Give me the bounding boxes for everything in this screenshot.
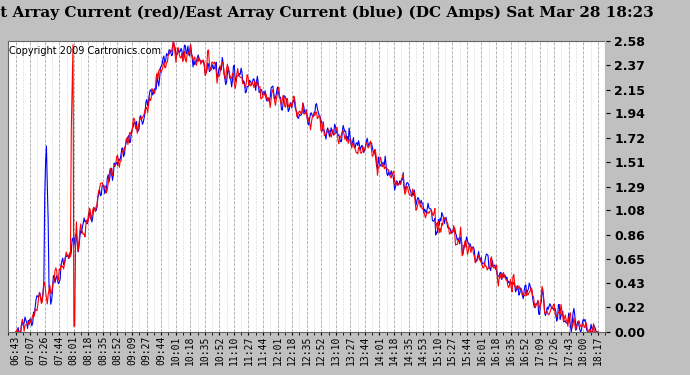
Text: West Array Current (red)/East Array Current (blue) (DC Amps) Sat Mar 28 18:23: West Array Current (red)/East Array Curr… — [0, 6, 654, 20]
Text: Copyright 2009 Cartronics.com: Copyright 2009 Cartronics.com — [10, 46, 161, 56]
